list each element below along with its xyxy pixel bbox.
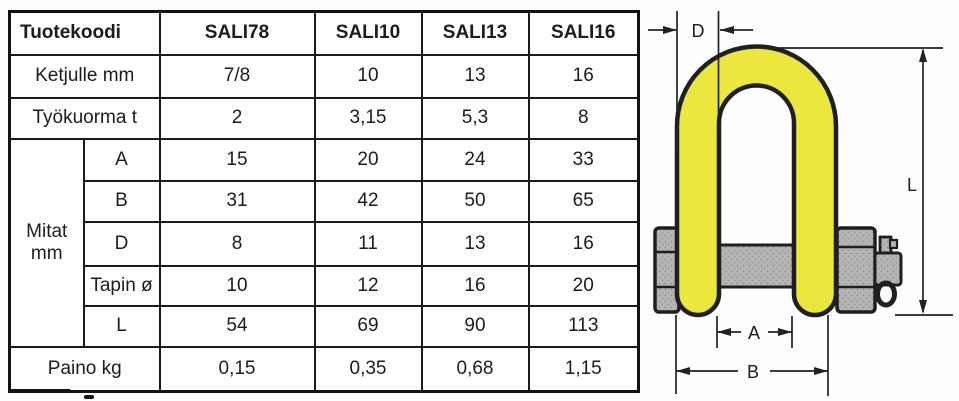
table-cell: 16	[527, 220, 640, 267]
column-header: SALI13	[420, 10, 530, 56]
pin-nut	[835, 226, 877, 314]
row-label: Paino kg	[8, 345, 161, 393]
table-cell: 0,35	[313, 345, 423, 393]
table-cell: 7/8	[158, 53, 316, 99]
group-label-line: mm	[30, 242, 63, 264]
pin-shaft	[708, 243, 804, 289]
dim-label-d: D	[692, 21, 705, 41]
table-cell: 11	[313, 220, 423, 267]
table-cell: 24	[420, 137, 530, 182]
table-cell: 69	[313, 304, 423, 348]
table-cell: 42	[313, 179, 423, 223]
dim-label: A	[82, 137, 161, 182]
table-cell: 20	[527, 264, 640, 307]
table-header-row: Tuotekoodi SALI78 SALI10 SALI13 SALI16	[8, 10, 640, 56]
dim-label: Tapin ø	[82, 264, 161, 307]
table-row: Mitat mm A 15 20 24 33	[8, 137, 640, 348]
table-row: Työkuorma t 2 3,15 5,3 8	[8, 96, 640, 140]
table-cell: 31	[158, 179, 316, 223]
dim-label: L	[82, 304, 161, 348]
table-cell: 15	[158, 137, 316, 182]
column-header: SALI10	[313, 10, 423, 56]
row-label: Työkuorma t	[8, 96, 161, 140]
table-cell: 20	[313, 137, 423, 182]
table-cell: 13	[420, 53, 530, 99]
table-row: L 54 69 90 113	[10, 304, 640, 348]
table-cell: 10	[313, 53, 423, 99]
spec-table: Tuotekoodi SALI78 SALI10 SALI13 SALI16 K…	[8, 10, 640, 393]
table-cell: 65	[527, 179, 640, 223]
group-label-line: Mitat	[26, 220, 68, 242]
table-row: D 8 11 13 16	[10, 220, 640, 267]
dim-label: B	[82, 179, 161, 223]
shackle-drawing: D L A B	[648, 11, 953, 396]
table-cell: 10	[158, 264, 316, 307]
table-cell: 13	[420, 220, 530, 267]
dim-label-a: A	[748, 323, 760, 343]
table-cell: 0,68	[420, 345, 530, 393]
table-cell: 12	[313, 264, 423, 307]
table-cell: 16	[527, 53, 640, 99]
table-row: Ketjulle mm 7/8 10 13 16	[8, 53, 640, 99]
table-cell: 5,3	[420, 96, 530, 140]
scan-artifact	[84, 395, 94, 399]
table-cell: 54	[158, 304, 316, 348]
table-cell: 90	[420, 304, 530, 348]
dimensions-group-label: Mitat mm	[8, 137, 85, 348]
table-cell: 8	[158, 220, 316, 267]
table-cell: 3,15	[313, 96, 423, 140]
table-row: B 31 42 50 65	[10, 179, 640, 223]
header-product-code: Tuotekoodi	[8, 10, 161, 56]
table-cell: 0,15	[158, 345, 316, 393]
table-cell: 2	[158, 96, 316, 140]
row-label: Ketjulle mm	[8, 53, 161, 99]
table-cell: 8	[527, 96, 640, 140]
column-header: SALI16	[527, 10, 640, 56]
table-cell: 33	[527, 137, 640, 182]
column-header: SALI78	[158, 10, 316, 56]
dim-label: D	[82, 220, 161, 267]
table-footer-row: Paino kg 0,15 0,35 0,68 1,15	[8, 345, 640, 393]
dim-label-b: B	[747, 362, 759, 382]
table-cell: 16	[420, 264, 530, 307]
table-cell: 113	[527, 304, 640, 348]
shackle-bow	[674, 44, 839, 318]
scan-artifact	[9, 389, 71, 393]
table-cell: 50	[420, 179, 530, 223]
dimension-arrowheads	[663, 26, 927, 375]
table-row: Tapin ø 10 12 16 20	[10, 264, 640, 307]
table-cell: 1,15	[527, 345, 640, 393]
cotter-pin	[873, 235, 903, 308]
dim-label-l: L	[907, 175, 917, 195]
